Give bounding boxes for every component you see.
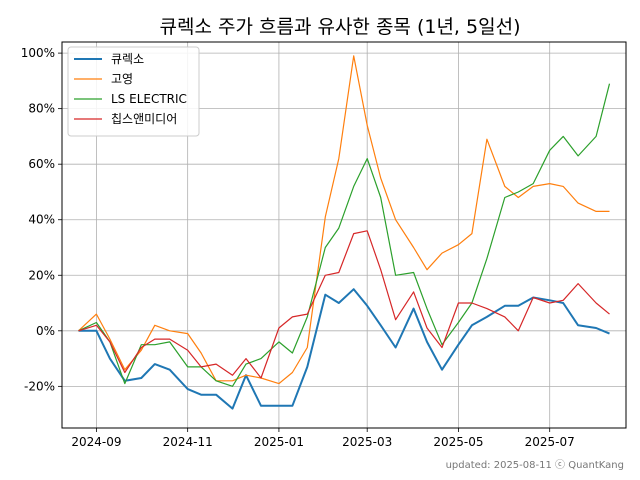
legend-label: 고영	[111, 72, 133, 86]
x-tick-label: 2025-05	[433, 435, 483, 449]
y-tick-label: 20%	[28, 268, 55, 282]
series-line-3	[78, 83, 611, 387]
y-tick-label: 0%	[36, 324, 55, 338]
y-tick-label: 60%	[28, 157, 55, 171]
series-line-4	[78, 230, 610, 379]
x-tick-label: 2025-07	[525, 435, 575, 449]
x-tick-label: 2025-03	[342, 435, 392, 449]
y-tick-label: -20%	[24, 379, 55, 393]
y-axis: -20% 0% 20% 40% 60% 80% 100%	[21, 46, 62, 393]
series-layer	[78, 55, 611, 410]
plot-frame	[61, 41, 627, 429]
y-tick-label: 80%	[28, 102, 55, 116]
series-line-1	[78, 288, 610, 410]
x-tick-label: 2024-11	[163, 435, 213, 449]
chart-footer: updated: 2025-08-11 ⓒ QuantKang	[446, 459, 624, 471]
y-tick-label: 100%	[21, 46, 55, 60]
x-tick-label: 2024-09	[71, 435, 121, 449]
legend-label: 큐렉소	[111, 52, 144, 66]
chart-title: 큐렉소 주가 흐름과 유사한 종목 (1년, 5일선)	[160, 16, 521, 38]
legend-label: 칩스앤미디어	[111, 112, 177, 126]
x-tick-label: 2025-01	[254, 435, 304, 449]
y-tick-label: 40%	[28, 213, 55, 227]
x-axis: 2024-09 2024-11 2025-01 2025-03 2025-05 2025-…	[71, 428, 575, 449]
legend-label: LS ELECTRIC	[111, 92, 187, 106]
series-line-2	[78, 55, 610, 385]
legend-box	[67, 46, 200, 137]
